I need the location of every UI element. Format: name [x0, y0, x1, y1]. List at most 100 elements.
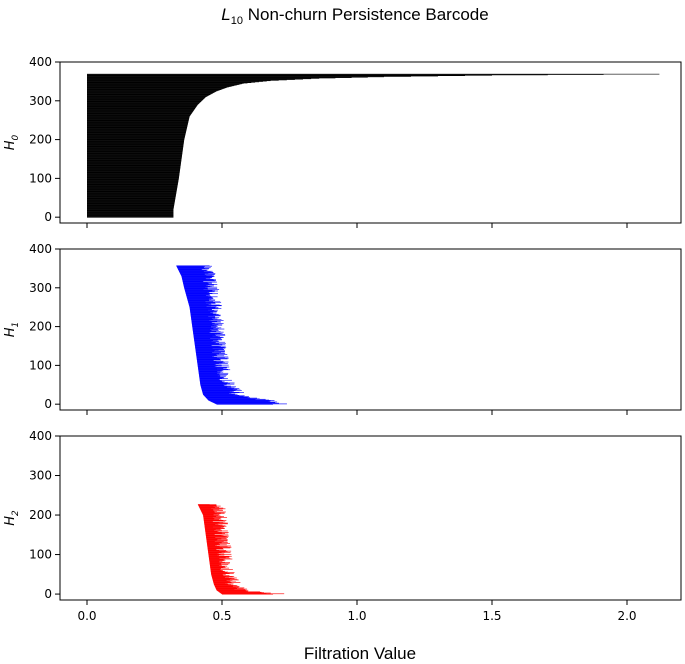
x-tick-label: 2.0	[617, 609, 636, 623]
barcode-bar	[178, 270, 208, 271]
barcode-bar	[87, 186, 178, 188]
barcode-bar	[87, 149, 183, 151]
barcode-bar	[188, 301, 221, 303]
barcode-bar	[204, 395, 245, 397]
barcode-bar	[87, 161, 182, 163]
barcode-bar	[87, 144, 184, 146]
barcode-bar	[87, 91, 216, 93]
barcode-bar	[212, 579, 239, 581]
barcode-bar	[194, 343, 226, 345]
barcode-bar	[208, 555, 219, 557]
barcode-bar	[198, 370, 224, 372]
barcode-bar	[87, 178, 179, 180]
barcode-bar	[87, 206, 174, 208]
barcode-bar	[213, 580, 231, 582]
barcode-bar	[87, 111, 194, 112]
barcode-bar	[201, 388, 238, 390]
barcode-bar	[179, 271, 211, 273]
barcode-bar	[204, 526, 225, 527]
barcode-bar	[196, 355, 218, 356]
barcode-bar	[210, 572, 228, 574]
bars	[176, 265, 287, 405]
barcode-bar	[200, 509, 223, 511]
y-axis-label: H2	[3, 510, 21, 526]
barcode-bar	[208, 554, 221, 555]
barcode-bar	[87, 99, 203, 101]
barcode-bar	[211, 575, 226, 577]
barcode-bar	[187, 298, 214, 300]
barcode-bar	[194, 340, 214, 341]
barcode-bar	[87, 212, 174, 214]
barcode-bar	[204, 522, 228, 524]
barcode-bar	[197, 366, 230, 368]
barcode-bar	[87, 173, 180, 175]
barcode-bar	[205, 529, 222, 531]
barcode-bar	[87, 163, 181, 165]
barcode-bar	[87, 113, 192, 115]
barcode-bar	[87, 194, 176, 196]
barcode-bar	[205, 535, 229, 537]
barcode-bar	[87, 158, 182, 160]
y-tick-label: 300	[29, 469, 52, 483]
barcode-bar	[87, 212, 174, 213]
barcode-bar	[196, 358, 221, 360]
barcode-bar	[87, 190, 177, 192]
barcode-bar	[186, 294, 210, 296]
barcode-bar	[87, 197, 176, 199]
barcode-bar	[198, 505, 221, 507]
barcode-bar	[87, 190, 177, 192]
barcode-bar	[187, 299, 212, 300]
barcode-bar	[189, 307, 219, 308]
barcode-bar	[189, 309, 209, 311]
barcode-bar	[87, 98, 204, 100]
barcode-bar	[87, 196, 176, 198]
barcode-bar	[208, 553, 219, 554]
barcode-bar	[203, 520, 214, 522]
barcode-bar	[87, 199, 176, 201]
barcode-bar	[87, 215, 174, 217]
barcode-bar	[202, 393, 232, 394]
barcode-bar	[210, 569, 222, 571]
barcode-bar	[191, 317, 212, 319]
barcode-bar	[87, 172, 180, 173]
barcode-bar	[191, 321, 221, 322]
barcode-bar	[195, 345, 226, 347]
barcode-bar	[178, 269, 208, 271]
barcode-bar	[207, 399, 256, 400]
barcode-bar	[198, 369, 229, 370]
barcode-bar	[176, 266, 204, 268]
barcode-bar	[191, 320, 212, 322]
barcode-bar	[202, 514, 214, 516]
barcode-bar	[207, 398, 266, 400]
barcode-bar	[184, 289, 213, 291]
barcode-bar	[202, 393, 230, 395]
barcode-bar	[87, 210, 174, 211]
barcode-bar	[180, 274, 216, 275]
x-tick-label: 1.5	[482, 609, 501, 623]
barcode-bar	[87, 140, 185, 141]
barcode-bar	[208, 553, 218, 555]
barcode-bar	[87, 163, 181, 164]
barcode-bar	[208, 551, 228, 552]
barcode-bar	[205, 533, 222, 534]
barcode-bar	[197, 364, 215, 366]
barcode-bar	[87, 197, 176, 199]
barcode-bar	[87, 155, 182, 156]
barcode-bar	[87, 209, 174, 210]
barcode-bar	[200, 384, 224, 385]
barcode-bar	[191, 322, 215, 324]
y-tick-label: 100	[29, 171, 52, 185]
x-axis-label: Filtration Value	[304, 644, 416, 663]
barcode-bar	[87, 84, 239, 85]
barcode-bar	[201, 511, 226, 513]
barcode-bar	[191, 319, 214, 320]
barcode-bar	[87, 195, 176, 196]
barcode-bar	[87, 160, 182, 162]
barcode-bar	[193, 336, 220, 337]
barcode-bar	[192, 326, 211, 327]
barcode-bar	[188, 303, 216, 304]
barcode-bar	[217, 590, 246, 591]
barcode-bar	[203, 516, 222, 518]
barcode-bar	[87, 150, 183, 152]
barcode-bar	[87, 157, 182, 158]
